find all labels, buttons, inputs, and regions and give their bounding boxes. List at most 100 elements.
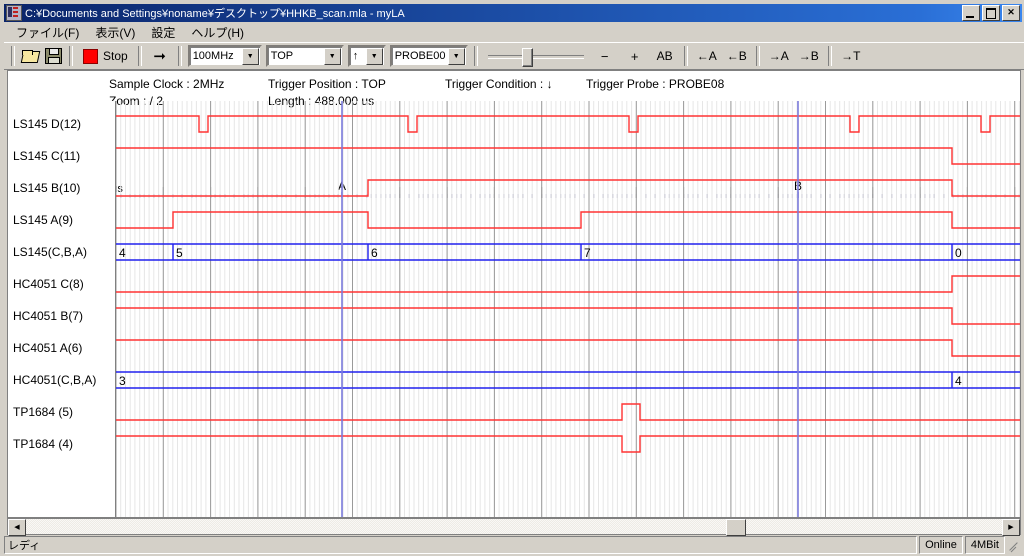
goto-b-left-button[interactable]: ←B [726,49,747,63]
signal-label-3[interactable]: LS145 A(9) [13,213,74,227]
goto-a-right-button[interactable]: →A [768,49,789,63]
stop-button-label: Stop [103,49,128,63]
info-trigger-position: Trigger Position : TOP [268,77,386,91]
status-connection: Online [919,536,963,554]
goto-a-left-button[interactable]: ←A [696,49,717,63]
waveform-panel: Sample Clock : 2MHz Zoom : / 2 Trigger P… [7,70,1021,518]
scroll-left-button[interactable]: ◀ [8,519,26,536]
toolbar-separator [473,46,478,66]
info-sample-clock: Sample Clock : 2MHz [109,77,225,91]
trigger-probe-value: PROBE00 [394,50,446,62]
toolbar-separator [683,46,688,66]
signal-label-1[interactable]: LS145 C(11) [13,149,81,163]
title-bar: C:¥Documents and Settings¥noname¥デスクトップ¥… [4,4,1022,22]
info-trigger-probe: Trigger Probe : PROBE08 [586,77,725,91]
trigger-condition-select[interactable]: ↑ ▼ [347,45,386,67]
minimize-button[interactable] [962,5,980,21]
bus-value: 7 [584,246,591,260]
trace-10 [116,435,1020,453]
folder-open-icon [22,49,39,63]
trace-9 [116,403,1020,421]
chevron-down-icon[interactable]: ▼ [447,47,465,65]
horizontal-scrollbar[interactable]: ◀ ▶ [7,518,1021,536]
trace-6 [116,307,1020,325]
info-trigger-condition: Trigger Condition : ↓ [445,77,553,91]
goto-trigger-button[interactable]: →T [841,49,861,63]
run-button[interactable]: ➞ [153,47,166,65]
status-message: レディ [4,536,918,554]
menu-bar: ファイル(F) 表示(V) 設定 ヘルプ(H) [4,23,1024,42]
sample-clock-select[interactable]: 100MHz ▼ [187,45,262,67]
trace-7 [116,339,1020,357]
zoom-slider[interactable] [487,45,584,67]
trigger-position-value: TOP [270,50,294,62]
bus-value: 0 [955,246,962,260]
scroll-right-button[interactable]: ▶ [1002,519,1020,536]
sample-clock-value: 100MHz [192,50,234,62]
status-memory: 4MBit [964,536,1005,554]
signal-label-5[interactable]: HC4051 C(8) [13,277,84,291]
trigger-probe-select[interactable]: PROBE00 ▼ [389,45,468,67]
signal-label-10[interactable]: TP1684 (4) [13,437,74,451]
zoom-slider-thumb[interactable] [521,48,533,67]
window-controls: ✕ [962,5,1022,21]
toolbar-separator [755,46,760,66]
grid-minor [116,101,1020,517]
stop-square-icon [83,48,98,64]
bus-value: 4 [955,374,962,388]
toolbar-separator [69,46,73,66]
scrollbar-track[interactable] [26,519,1002,536]
menu-item-help[interactable]: ヘルプ(H) [191,26,245,40]
zoom-ab-button[interactable]: AB [656,49,673,63]
close-button[interactable]: ✕ [1002,5,1020,21]
bus-value: 4 [119,246,126,260]
save-file-button[interactable] [42,45,65,67]
scrollbar-thumb[interactable] [726,519,746,536]
maximize-button[interactable] [982,5,1000,21]
cursor-lines [341,101,799,517]
waveform-traces [116,115,1020,453]
grid-major [116,101,1016,517]
goto-b-right-button[interactable]: →B [798,49,819,63]
bus-value: 6 [371,246,378,260]
toolbar-separator [137,46,142,66]
stop-button[interactable]: Stop [77,45,134,67]
chevron-down-icon[interactable]: ▼ [323,47,341,65]
floppy-disk-icon [45,48,62,64]
waveform-canvas[interactable]: 4 5 6 7 0 3 4 [116,101,1021,518]
trace-2 [116,179,1020,197]
signal-label-6[interactable]: HC4051 B(7) [13,309,84,323]
open-file-button[interactable] [19,45,42,67]
trigger-condition-value: ↑ [352,50,359,62]
signal-label-0[interactable]: LS145 D(12) [13,117,82,131]
toolbar-separator [11,46,15,66]
menu-item-settings[interactable]: 設定 [151,26,176,40]
signal-label-7[interactable]: HC4051 A(6) [13,341,83,355]
window-title: C:¥Documents and Settings¥noname¥デスクトップ¥… [25,8,405,20]
bus-traces: 4 5 6 7 0 3 4 [116,243,1020,389]
toolbar-separator [827,46,832,66]
trace-1 [116,147,1020,165]
signal-label-9[interactable]: TP1684 (5) [13,405,74,419]
signal-label-2[interactable]: LS145 B(10) [13,181,81,195]
trace-3 [116,211,1020,229]
chevron-down-icon[interactable]: ▼ [241,47,259,65]
zoom-in-button[interactable]: + [630,48,639,64]
status-bar: レディ Online 4MBit [4,536,1022,554]
toolbar: Stop ➞ 100MHz ▼ TOP ▼ ↑ ▼ PROBE00 ▼ − + … [4,42,1024,70]
zoom-out-button[interactable]: − [600,48,609,64]
signal-label-4[interactable]: LS145(C,B,A) [13,245,88,259]
menu-item-view[interactable]: 表示(V) [95,26,136,40]
zoom-slider-track [487,55,584,59]
chevron-down-icon[interactable]: ▼ [365,47,383,65]
capture-info-header: Sample Clock : 2MHz Zoom : / 2 Trigger P… [8,71,1020,113]
menu-item-file[interactable]: ファイル(F) [16,26,80,40]
resize-grip-icon[interactable] [1007,538,1021,552]
bus-value: 5 [176,246,183,260]
signal-label-8[interactable]: HC4051(C,B,A) [13,373,97,387]
trace-5 [116,275,1020,293]
trace-0 [116,115,1020,133]
app-icon [6,5,22,21]
trigger-position-select[interactable]: TOP ▼ [265,45,344,67]
